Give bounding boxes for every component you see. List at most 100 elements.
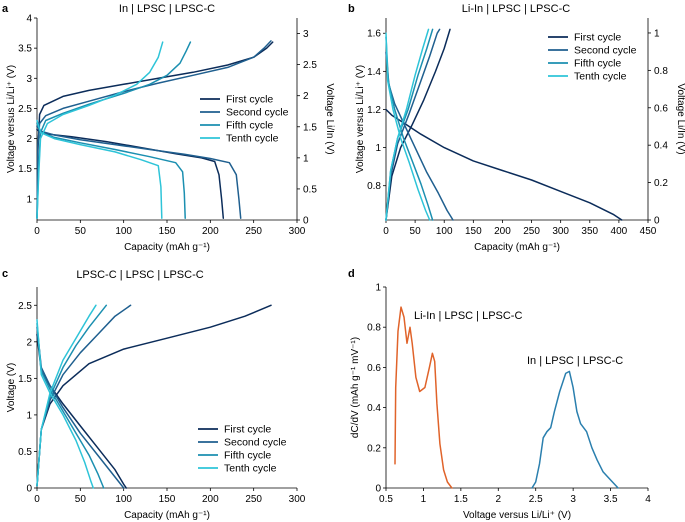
x-axis-label: Capacity (mAh g⁻¹) — [124, 242, 210, 253]
legend-entry: Second cycle — [226, 107, 289, 119]
panel-d: 0.5 1 1.5 2 2.5 3 3.5 4 0 0.2 0.4 0.6 0.8 1 Voltage ve… — [350, 283, 651, 522]
series-tenth-cycle-discharge — [36, 119, 163, 219]
panel-c-label: c — [2, 268, 8, 280]
y2-tick-label: 2.5 — [303, 60, 317, 71]
y-tick-label: 0 — [26, 484, 32, 495]
y-tick-label: 0.4 — [367, 403, 381, 414]
y2-tick-label: 0 — [303, 216, 309, 227]
panel-d-label: d — [348, 268, 355, 280]
series-li-in-lpsc-lpsc-c-line — [394, 306, 453, 489]
y2-tick-label: 1.5 — [303, 122, 317, 133]
y-tick-label: 0.8 — [367, 323, 381, 334]
x-tick-label: 0.5 — [379, 494, 393, 505]
series-first-cycle-discharge — [36, 128, 225, 219]
series-fifth-cycle-discharge — [385, 36, 434, 221]
x-tick-label: 350 — [581, 226, 598, 237]
series-tenth-cycle-discharge — [36, 319, 95, 489]
x-tick-label: 150 — [159, 226, 176, 237]
y-tick-label: 1 — [375, 143, 381, 154]
x-tick-label: 3.5 — [604, 494, 618, 505]
x-tick-label: 0 — [383, 226, 389, 237]
x-tick-label: 450 — [640, 226, 657, 237]
series-first-cycle-discharge — [385, 108, 623, 221]
legend-entry: First cycle — [224, 424, 271, 436]
x-axis-label: Capacity (mAh g⁻¹) — [124, 510, 210, 521]
x-tick-label: 200 — [494, 226, 511, 237]
panel-b: 0 50 100 150 200 250 300 350 400 450 0.8 1 1.2 1.4 1.6… — [355, 18, 685, 253]
x-tick-label: 300 — [289, 494, 306, 505]
x-tick-label: 250 — [245, 494, 262, 505]
x-tick-label: 2.5 — [529, 494, 543, 505]
y-tick-label: 1 — [26, 194, 32, 205]
x-tick-label: 1 — [421, 494, 427, 505]
x-tick-label: 200 — [202, 494, 219, 505]
x-tick-label: 1.5 — [454, 494, 468, 505]
x-tick-label: 50 — [75, 494, 87, 505]
y2-tick-label: 0.5 — [303, 184, 317, 195]
legend-entry: Second cycle — [224, 437, 287, 449]
x-tick-label: 3 — [570, 494, 576, 505]
series-tenth-cycle-charge — [36, 41, 164, 219]
y2-tick-label: 3 — [303, 29, 309, 40]
y-tick-label: 2.5 — [18, 301, 32, 312]
series-second-cycle-charge — [385, 28, 441, 221]
x-tick-label: 0 — [34, 494, 40, 505]
series-fifth-cycle-discharge — [36, 122, 186, 219]
series-fifth-cycle-discharge — [36, 322, 105, 489]
y-tick-label: 0.6 — [367, 363, 381, 374]
y-tick-label: 1 — [26, 410, 32, 421]
x-tick-label: 150 — [159, 494, 176, 505]
y-tick-label: 1.4 — [367, 67, 381, 78]
series-fifth-cycle-charge — [36, 304, 108, 487]
panel-c-title: LPSC-C | LPSC | LPSC-C — [76, 269, 203, 281]
series-tenth-cycle-discharge — [385, 32, 431, 221]
legend-entry: First cycle — [226, 94, 273, 106]
x-tick-label: 100 — [115, 226, 132, 237]
panel-c: 0 50 100 150 200 250 300 0 0.5 1 1.5 2 2.5 Capacity (… — [6, 287, 306, 521]
x-tick-label: 0 — [34, 226, 40, 237]
y-axis-label: Voltage (V) — [6, 363, 17, 412]
y-tick-label: 1.5 — [18, 374, 32, 385]
x-tick-label: 400 — [611, 226, 628, 237]
y-tick-label: 0.5 — [18, 447, 32, 458]
y2-tick-label: 1 — [654, 28, 660, 39]
legend-entry: Fifth cycle — [224, 450, 271, 462]
y-tick-label: 4 — [26, 14, 32, 25]
legend-entry: First cycle — [574, 32, 621, 44]
y2-tick-label: 0.2 — [654, 178, 668, 189]
series-second-cycle-discharge — [36, 125, 242, 219]
x-tick-label: 2 — [496, 494, 502, 505]
series-tenth-cycle-charge — [385, 28, 430, 221]
y-tick-label: 2 — [26, 134, 32, 145]
y2-tick-label: 0.6 — [654, 103, 668, 114]
legend-entry: Tenth cycle — [226, 133, 279, 145]
y2-axis-label: Voltage Li/In (V) — [675, 83, 685, 154]
x-tick-label: 50 — [75, 226, 87, 237]
legend-entry: Fifth cycle — [226, 120, 273, 132]
y-tick-label: 0 — [375, 484, 381, 495]
y2-tick-label: 2 — [303, 91, 309, 102]
y-tick-label: 0.8 — [367, 181, 381, 192]
x-tick-label: 100 — [436, 226, 453, 237]
x-axis-label: Capacity (mAh g⁻¹) — [474, 242, 560, 253]
series-second-cycle-discharge — [36, 326, 125, 489]
panel-b-title: Li-In | LPSC | LPSC-C — [462, 3, 570, 15]
panel-b-label: b — [348, 3, 355, 15]
legend-entry: Second cycle — [574, 45, 637, 57]
series-tenth-cycle-charge — [36, 304, 97, 487]
x-axis-label: Voltage versus Li/Li⁺ (V) — [463, 510, 571, 521]
y2-tick-label: 0.4 — [654, 141, 668, 152]
panel-a: 0 50 100 150 200 250 300 1 1.5 2 2.5 3 3.5 4 0 0.5 1 1.5 2… — [6, 14, 335, 254]
series-first-cycle-charge — [385, 28, 451, 221]
y2-tick-label: 0 — [654, 216, 660, 227]
y-tick-label: 1.5 — [18, 164, 32, 175]
x-tick-label: 250 — [523, 226, 540, 237]
x-tick-label: 300 — [552, 226, 569, 237]
x-tick-label: 250 — [245, 226, 262, 237]
series-fifth-cycle-charge — [36, 41, 192, 219]
y-tick-label: 3 — [26, 74, 32, 85]
